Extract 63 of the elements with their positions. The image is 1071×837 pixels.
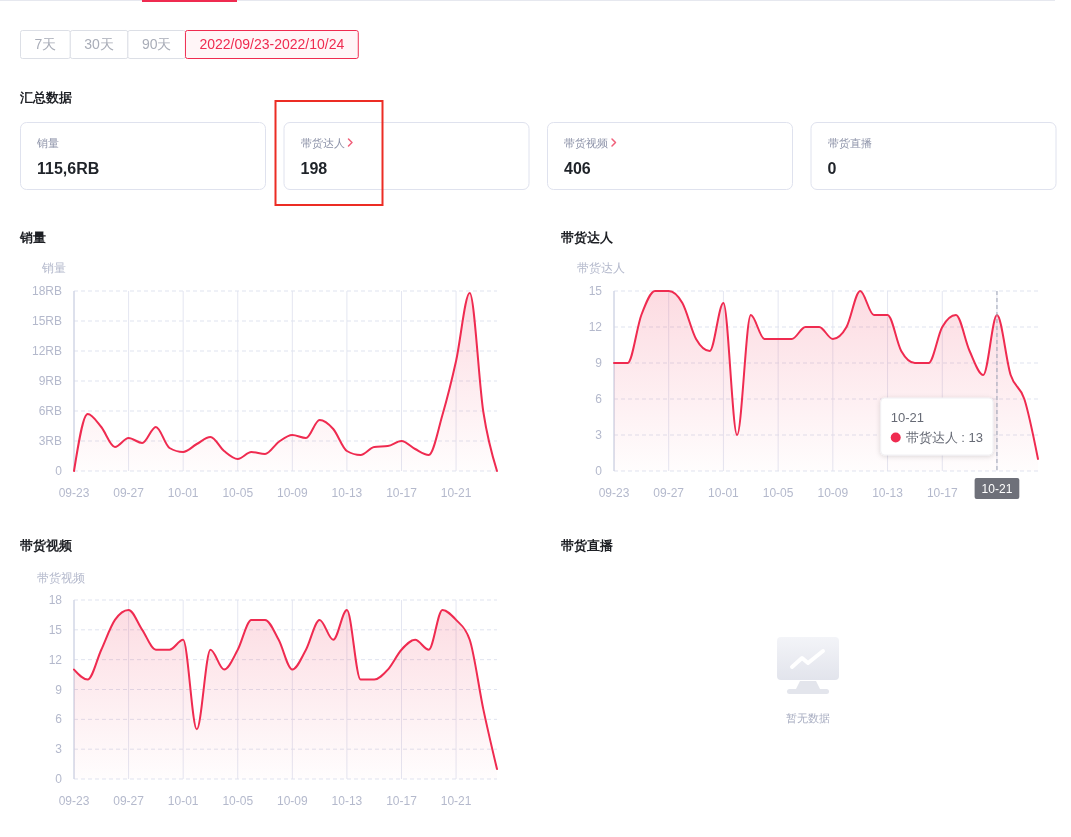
x-tick-label: 10-17 — [386, 794, 418, 808]
x-tick-label: 10-13 — [872, 486, 904, 500]
text: 汇总数据 — [19, 90, 72, 105]
card: 带货达人 198 — [283, 122, 530, 190]
annotation: 10-21 带货达人 : 13 — [890, 410, 983, 445]
y-tick-label: 15 — [588, 284, 603, 298]
button: 2022/09/23-2022/10/24 — [184, 30, 359, 59]
x-tick-label: 10-01 — [167, 486, 199, 500]
x-tick-label: 10-01 — [167, 794, 199, 808]
y-tick-label: 6 — [55, 712, 63, 727]
x-tick-label: 10-01 — [708, 486, 740, 500]
x-tick-label: 10-05 — [222, 794, 254, 808]
x-tick-label: 10-21 — [440, 794, 472, 808]
tooltip: 10-21 带货达人 : 13 — [880, 397, 994, 456]
x-tick-label: 10-17 — [926, 486, 958, 500]
button: 30天 — [69, 30, 129, 59]
y-tick-label: 12 — [588, 320, 603, 334]
y-tick-label: 18 — [48, 593, 63, 607]
y-tick-label: 3 — [595, 428, 603, 442]
x-tick-label: 10-13 — [331, 794, 363, 808]
button: 7天 — [20, 30, 71, 59]
y-axis-title: 带货达人 — [561, 230, 614, 245]
card: 带货直播 0 — [810, 122, 1057, 190]
x-tick-label: 09-23 — [58, 794, 90, 808]
x-tick-label: 09-27 — [653, 486, 685, 500]
chart-title: 销量 — [41, 261, 66, 275]
y-tick-label: 15RB — [31, 314, 62, 328]
y-tick-label: 6RB — [38, 404, 62, 418]
y-tick-label: 9 — [55, 682, 63, 697]
y-tick-label: 12RB — [31, 344, 62, 358]
y-tick-label: 3 — [55, 742, 63, 757]
y-tick-label: 12 — [48, 652, 63, 667]
axis-pointer-label: 10-21 — [974, 478, 1020, 499]
text: 带货直播 — [561, 538, 614, 553]
x-tick-label: 10-09 — [276, 794, 308, 808]
y-axis-title: 带货视频 — [20, 538, 73, 553]
y-tick-label: 0 — [55, 464, 63, 478]
x-tick-label: 10-05 — [222, 486, 254, 500]
x-tick-label: 10-13 — [331, 486, 363, 500]
x-tick-label: 10-09 — [817, 486, 849, 500]
y-tick-label: 15 — [48, 622, 63, 637]
y-tick-label: 18RB — [31, 284, 62, 298]
chart-title: 带货达人 — [577, 261, 625, 275]
text: 暂无数据 — [786, 712, 830, 724]
y-tick-label: 9 — [595, 356, 603, 370]
x-tick-label: 09-27 — [113, 486, 145, 500]
x-tick-label: 09-23 — [598, 486, 630, 500]
y-tick-label: 0 — [55, 772, 63, 786]
button: 90天 — [127, 30, 186, 59]
card: 带货视频 406 — [547, 122, 793, 190]
y-tick-label: 0 — [595, 464, 603, 478]
x-tick-label: 10-17 — [386, 486, 418, 500]
y-tick-label: 9RB — [38, 374, 62, 388]
y-tick-label: 3RB — [38, 434, 62, 448]
chart-title: 带货视频 — [37, 571, 85, 585]
x-tick-label: 09-27 — [113, 794, 145, 808]
y-tick-label: 6 — [595, 392, 603, 406]
x-tick-label: 10-05 — [762, 486, 794, 500]
x-tick-label: 09-23 — [58, 486, 90, 500]
y-axis-title: 销量 — [19, 230, 46, 245]
card: 销量 115,6RB — [20, 122, 266, 190]
x-tick-label: 10-09 — [276, 486, 308, 500]
x-tick-label: 10-21 — [440, 486, 472, 500]
